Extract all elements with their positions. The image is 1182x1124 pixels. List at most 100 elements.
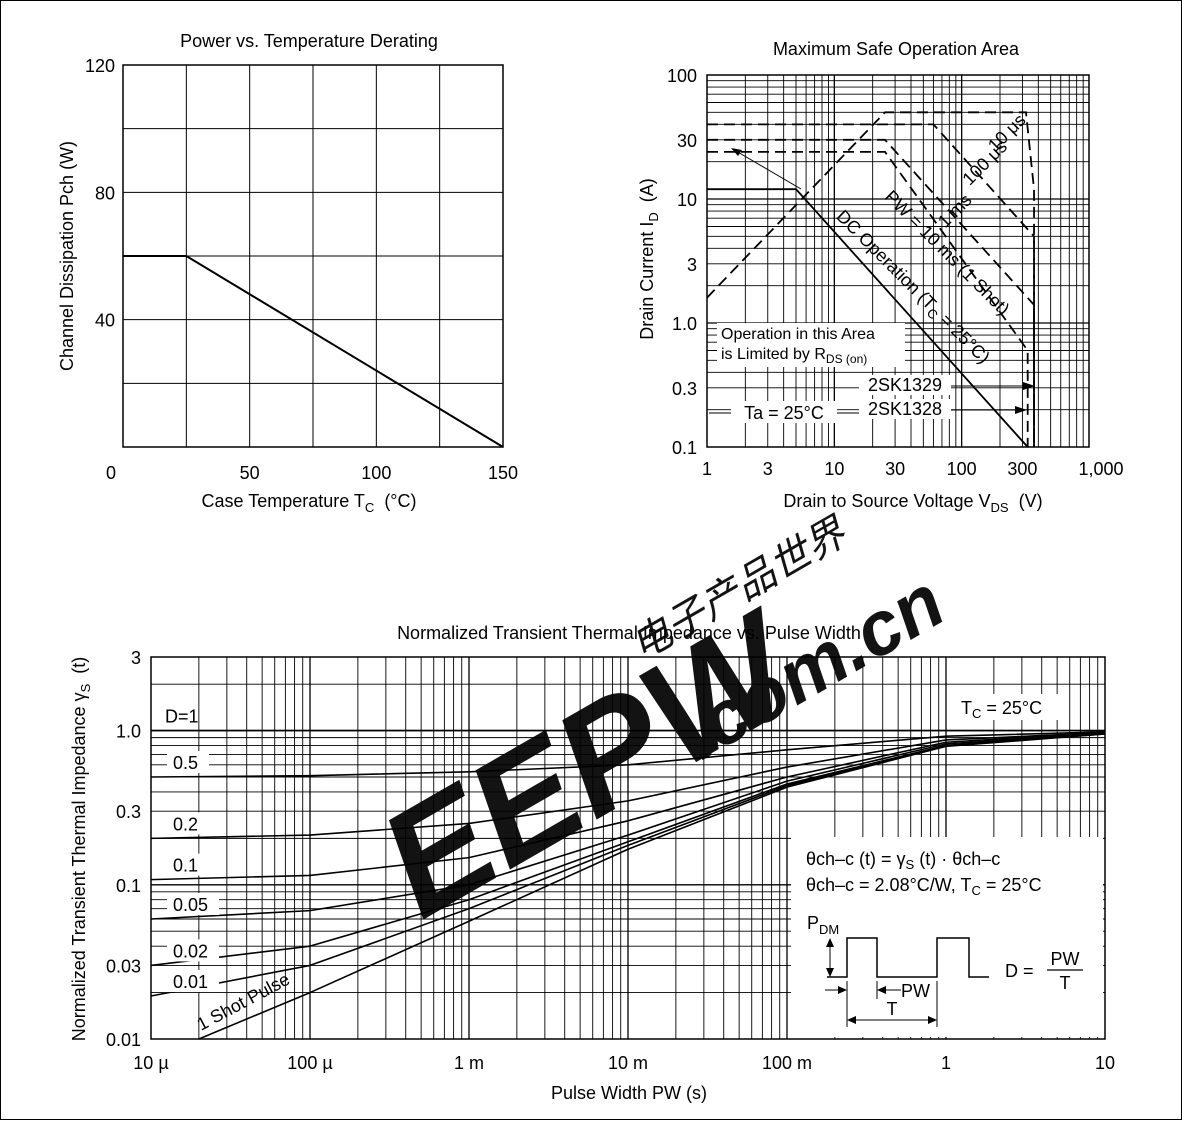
thermal-duty-label-bg (167, 970, 219, 993)
soa-note-sub: DS (on) (826, 352, 867, 366)
thermal-eq1-b: (t) · θch–c (914, 849, 1000, 869)
thermal-x-axis-label: Pulse Width PW (s) (551, 1083, 707, 1103)
thermal-plot-frame (150, 656, 1106, 1040)
thermal-x-tick-label: 10 µ (133, 1053, 168, 1073)
thermal-pw-arrowhead-left (838, 986, 847, 994)
thermal-duty-label: 0.1 (173, 856, 198, 876)
soa-series-line (707, 150, 1029, 447)
soa-title: Maximum Safe Operation Area (773, 39, 1020, 59)
derating-x-tick-label: 150 (488, 463, 518, 483)
thermal-series-line (150, 731, 1106, 881)
soa-ylabel-main: Drain Current I (637, 222, 657, 340)
thermal-tc-label: TC = 25°C (961, 698, 1042, 721)
soa-label-100us: 100 μs (958, 136, 1011, 189)
soa-x-tick-label: 100 (947, 459, 977, 479)
thermal-pdm-sub: DM (819, 922, 839, 937)
soa-ylabel-unit: (A) (637, 178, 657, 202)
thermal-ylabel-main: Normalized Transient Thermal Impedance γ (69, 692, 89, 1041)
thermal-duty-label-bg (167, 750, 209, 773)
thermal-duty-label: 0.01 (173, 972, 208, 992)
derating-grid (123, 65, 503, 447)
derating-title: Power vs. Temperature Derating (180, 31, 438, 51)
derating-tick-labels: 0 50 100 150 40 80 120 (85, 56, 518, 483)
soa-chart: Maximum Safe Operation Area 1 3 10 30 100 300… (637, 39, 1124, 515)
derating-y-tick-label: 40 (95, 311, 115, 331)
derating-series (123, 255, 504, 448)
thermal-pdm-a: P (807, 913, 819, 933)
thermal-duty-label: 0.05 (173, 895, 208, 915)
derating-series-line (123, 255, 504, 448)
soa-part2-arrowhead (1015, 406, 1027, 414)
soa-part1-label: 2SK1329 (868, 375, 942, 395)
soa-part2-box (859, 399, 951, 419)
derating-chart: Power vs. Temperature Derating 0 50 100 150… (57, 31, 518, 515)
soa-y-tick-label: 1.0 (672, 314, 697, 334)
soa-x-tick-label: 300 (1007, 459, 1037, 479)
soa-series-line (707, 123, 1035, 447)
thermal-series-line (150, 731, 1106, 840)
soa-y-axis-label: Drain Current ID (A) (637, 178, 661, 339)
thermal-series-line (198, 733, 1106, 1040)
thermal-d-num: PW (1051, 949, 1080, 969)
thermal-eq2: θch–c = 2.08°C/W, TC = 25°C (806, 875, 1042, 898)
soa-annotations: 10 μs 100 μs 1 ms PW = 10 ms (1 Shot) DC… (709, 110, 1035, 423)
derating-x-tick-label: 100 (361, 463, 391, 483)
derating-x-axis-label: Case Temperature TC (°C) (202, 491, 417, 515)
derating-xlabel-sub: C (365, 500, 374, 515)
thermal-x-tick-label: 10 (1095, 1053, 1115, 1073)
soa-note-arrowhead (731, 148, 742, 156)
thermal-duty-label: 0.02 (173, 941, 208, 961)
soa-note-line2: is Limited by RDS (on) (721, 346, 867, 366)
thermal-t-label: T (887, 999, 898, 1019)
thermal-eq2-b: = 25°C (981, 875, 1042, 895)
thermal-eq1: θch–c (t) = γS (t) · θch–c (806, 849, 1000, 872)
thermal-annotations: TC = 25°C θch–c (t) = γS (t) · θch–c θch… (791, 694, 1103, 1037)
thermal-t-arrowhead-left (847, 1016, 856, 1024)
thermal-eq1-a: θch–c (t) = γ (806, 849, 906, 869)
soa-x-tick-label: 3 (763, 459, 773, 479)
thermal-duty-label: 0.5 (173, 753, 198, 773)
derating-xlabel-unit: (°C) (384, 491, 416, 511)
soa-note-line1: Operation in this Area (721, 326, 875, 343)
thermal-series-line (150, 731, 1106, 778)
soa-xlabel-sub: DS (991, 500, 1009, 515)
thermal-pw-label: PW (901, 981, 930, 1001)
thermal-duty-label-bg (167, 812, 209, 835)
thermal-tc-sub: C (972, 706, 981, 721)
derating-x-tick-label: 50 (240, 463, 260, 483)
thermal-eq1-sub: S (906, 857, 915, 872)
soa-y-tick-label: 30 (677, 131, 697, 151)
soa-tick-labels: 1 3 10 30 100 300 1,000 0.1 0.3 1.0 3 10 30 100 (667, 66, 1124, 479)
soa-y-tick-label: 10 (677, 190, 697, 210)
soa-y-tick-label: 0.1 (672, 438, 697, 458)
thermal-x-tick-label: 100 m (762, 1053, 812, 1073)
thermal-eq2-a: θch–c = 2.08°C/W, T (806, 875, 971, 895)
derating-x-tick-label: 0 (106, 463, 116, 483)
soa-ylabel-sub: D (646, 212, 661, 221)
soa-y-tick-label: 0.3 (672, 379, 697, 399)
thermal-x-tick-label: 1 m (454, 1053, 484, 1073)
thermal-series-line (150, 733, 1106, 997)
thermal-y-tick-label: 0.03 (106, 956, 141, 976)
soa-ta-label: Ta = 25°C (744, 403, 824, 423)
thermal-ylabel-unit: (t) (69, 657, 89, 674)
thermal-y-tick-label: 1.0 (116, 722, 141, 742)
soa-part2-label: 2SK1328 (868, 399, 942, 419)
thermal-y-tick-label: 0.1 (116, 876, 141, 896)
thermal-duty-label: 0.2 (173, 814, 198, 834)
thermal-pw-arrowhead-right (877, 986, 886, 994)
thermal-tc-a: T (961, 698, 972, 718)
thermal-duty-labels: D=10.50.20.10.050.020.011 Shot Pulse (165, 707, 293, 1035)
thermal-duty-label: D=1 (165, 707, 199, 727)
soa-series-line (707, 188, 1029, 448)
thermal-inset-box (791, 837, 1103, 1037)
thermal-duty-label-bg (167, 939, 219, 962)
soa-y-tick-label: 100 (667, 66, 697, 86)
soa-series-line (707, 138, 1035, 447)
thermal-x-tick-label: 100 µ (287, 1053, 332, 1073)
soa-plot-frame (706, 74, 1090, 448)
soa-x-tick-label: 30 (885, 459, 905, 479)
thermal-title: Normalized Transient Thermal Impedance v… (397, 623, 861, 643)
